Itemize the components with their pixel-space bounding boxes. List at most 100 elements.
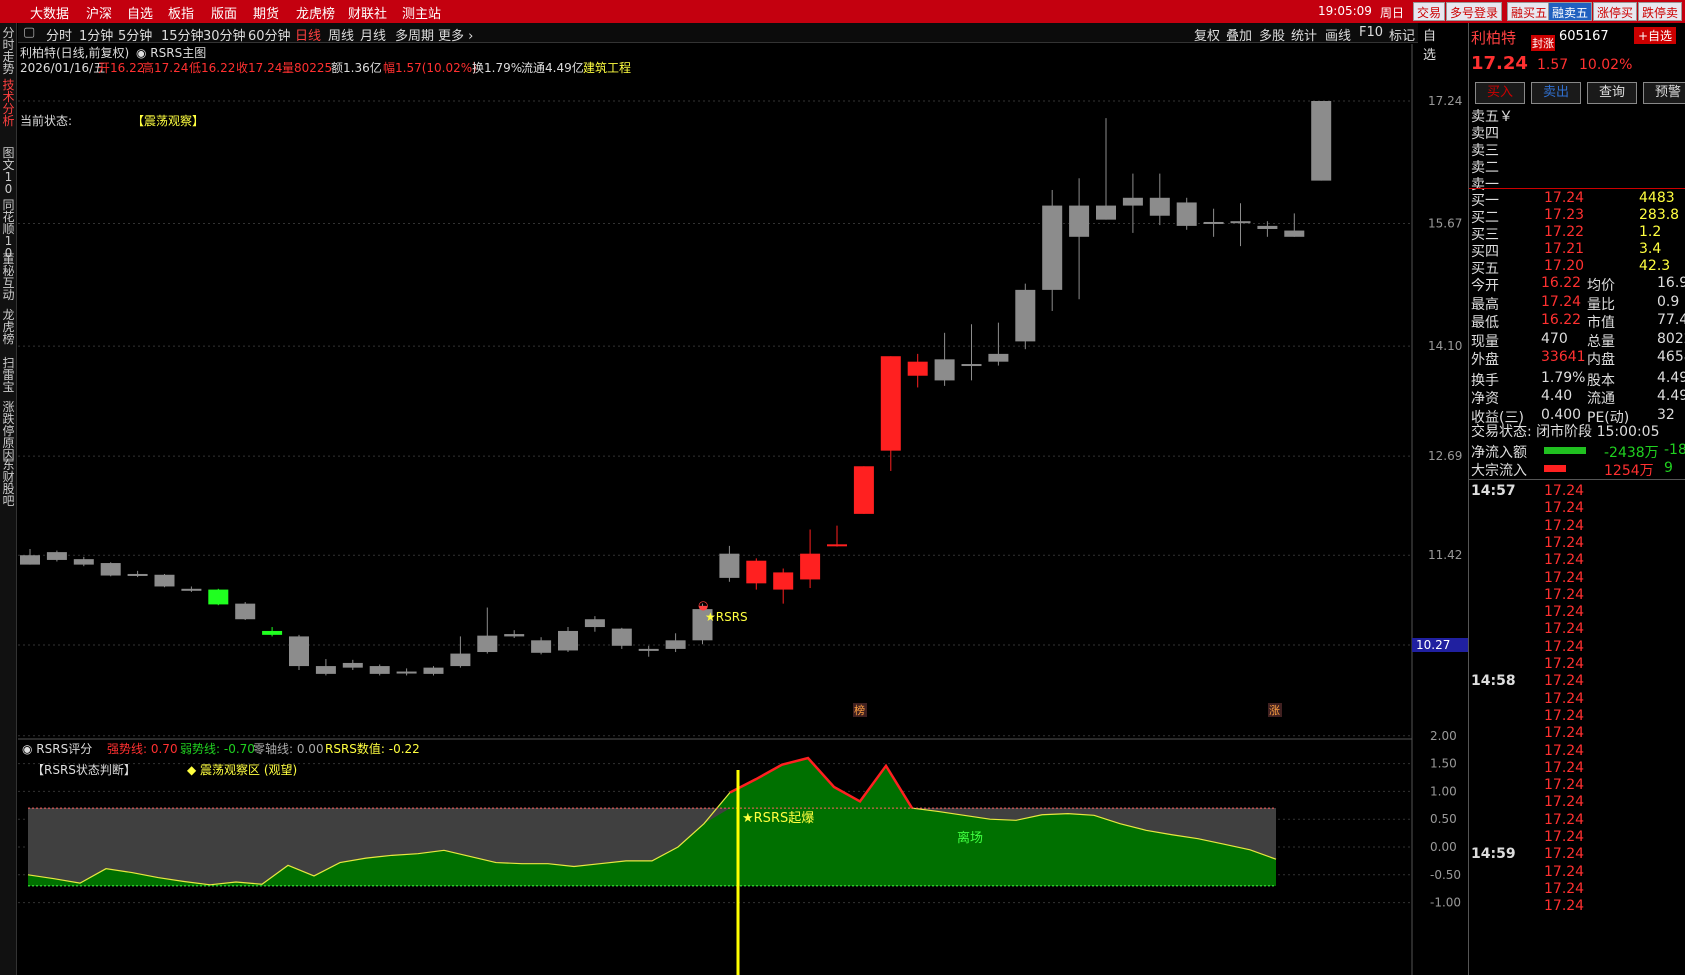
tool-3[interactable]: 统计 (1291, 29, 1318, 44)
left-nav-3[interactable]: 同花顺10 (2, 198, 15, 260)
top-button-5[interactable]: 跌停卖 (1638, 2, 1683, 21)
candle[interactable] (692, 609, 713, 641)
period-0[interactable]: 分时 (46, 29, 73, 44)
left-nav-4[interactable]: 董秘互动 (2, 252, 15, 302)
candle[interactable] (1069, 205, 1090, 237)
period-10[interactable]: 更多 › (438, 29, 474, 44)
add-fav-button[interactable]: +自选 (1634, 27, 1677, 44)
candle[interactable] (262, 630, 283, 635)
menu-item-1[interactable]: 沪深 (86, 7, 113, 22)
top-button-3[interactable]: 融卖五 (1548, 2, 1593, 21)
candle[interactable] (477, 635, 498, 653)
menu-item-5[interactable]: 期货 (253, 7, 280, 22)
tool-6[interactable]: 标记 (1389, 29, 1416, 44)
candle[interactable] (665, 640, 686, 649)
menu-item-4[interactable]: 版面 (211, 7, 238, 22)
candle[interactable] (289, 636, 309, 667)
candle[interactable] (315, 666, 336, 674)
candle[interactable] (235, 603, 256, 620)
trade-button-1[interactable]: 卖出 (1531, 82, 1581, 104)
candle[interactable] (584, 619, 605, 628)
indicator-name[interactable]: ◉ RSRS主图 (136, 46, 207, 60)
period-6[interactable]: 日线 (295, 29, 322, 44)
candle[interactable] (1176, 202, 1197, 226)
trade-button-2[interactable]: 查询 (1587, 82, 1637, 104)
left-nav-6[interactable]: 扫雷宝 (2, 356, 15, 394)
candle[interactable] (800, 553, 821, 580)
candle[interactable] (181, 588, 202, 591)
candle[interactable] (638, 648, 659, 651)
candle[interactable] (1122, 197, 1143, 206)
left-nav-7[interactable]: 涨跌停原因 (2, 400, 15, 462)
candle[interactable] (746, 560, 767, 584)
candle[interactable] (988, 353, 1009, 362)
top-button-0[interactable]: 交易 (1413, 2, 1446, 21)
candle[interactable] (154, 574, 175, 587)
left-nav-8[interactable]: 东财股吧 (2, 458, 15, 508)
tool-4[interactable]: 画线 (1325, 29, 1352, 44)
candle[interactable] (611, 628, 632, 646)
candle[interactable] (773, 572, 794, 590)
period-1[interactable]: 1分钟 (79, 29, 114, 44)
left-nav-0[interactable]: 分时走势 (2, 26, 15, 76)
candle[interactable] (73, 559, 94, 565)
candle[interactable] (450, 653, 471, 667)
candle[interactable] (46, 552, 67, 560)
candle[interactable] (1042, 205, 1063, 290)
period-8[interactable]: 月线 (360, 29, 387, 44)
candle[interactable] (369, 666, 390, 674)
top-button-1[interactable]: 多号登录 (1446, 2, 1503, 21)
left-nav-1[interactable]: 技术分析 (2, 78, 15, 128)
menu-item-8[interactable]: 测主站 (402, 7, 442, 22)
tool-7[interactable]: 自选 (1423, 29, 1437, 63)
candle[interactable] (1096, 205, 1116, 220)
menu-item-0[interactable]: 大数据 (30, 7, 70, 22)
candle[interactable] (1311, 101, 1332, 181)
top-button-4[interactable]: 涨停买 (1593, 2, 1638, 21)
menu-item-6[interactable]: 龙虎榜 (296, 7, 336, 22)
tool-5[interactable]: F10 (1359, 25, 1384, 40)
candle[interactable] (719, 553, 740, 578)
candle[interactable] (504, 634, 525, 637)
left-nav-2[interactable]: 图文10 (2, 146, 15, 196)
candle[interactable] (558, 630, 578, 651)
candle[interactable] (1015, 289, 1036, 342)
candle[interactable] (880, 356, 901, 451)
menu-item-2[interactable]: 自选 (127, 7, 154, 22)
candle[interactable] (934, 359, 955, 381)
candle[interactable] (827, 544, 847, 547)
candle[interactable] (1149, 197, 1170, 216)
candle[interactable] (127, 573, 148, 576)
candle[interactable] (1230, 221, 1251, 224)
trade-button-3[interactable]: 预警 (1643, 82, 1685, 104)
candle[interactable] (396, 671, 417, 674)
trade-button-0[interactable]: 买入 (1475, 82, 1525, 104)
candle[interactable] (531, 640, 552, 653)
candle[interactable] (423, 667, 444, 674)
tool-1[interactable]: 叠加 (1226, 29, 1253, 44)
period-4[interactable]: 30分钟 (203, 29, 246, 44)
candle[interactable] (907, 361, 928, 376)
candle[interactable] (961, 364, 982, 367)
period-5[interactable]: 60分钟 (248, 29, 291, 44)
candle[interactable] (1257, 225, 1278, 229)
candle[interactable] (1284, 230, 1305, 237)
candle[interactable] (100, 563, 121, 576)
tool-2[interactable]: 多股 (1259, 29, 1286, 44)
period-7[interactable]: 周线 (328, 29, 355, 44)
period-2[interactable]: 5分钟 (118, 29, 153, 44)
left-nav-5[interactable]: 龙虎榜 (2, 308, 15, 346)
candle[interactable] (342, 662, 363, 668)
tool-0[interactable]: 复权 (1194, 29, 1221, 44)
menu-item-3[interactable]: 板指 (168, 7, 195, 22)
candle[interactable] (208, 589, 229, 605)
menu-item-7[interactable]: 财联社 (348, 7, 388, 22)
period-9[interactable]: 多周期 (395, 29, 435, 44)
layout-toggle-icon[interactable]: ▢ (23, 25, 36, 40)
top-button-2[interactable]: 融买五 (1507, 2, 1552, 21)
candle[interactable] (20, 555, 40, 565)
candle[interactable] (1203, 221, 1224, 224)
candle[interactable] (853, 466, 874, 514)
period-3[interactable]: 15分钟 (161, 29, 204, 44)
